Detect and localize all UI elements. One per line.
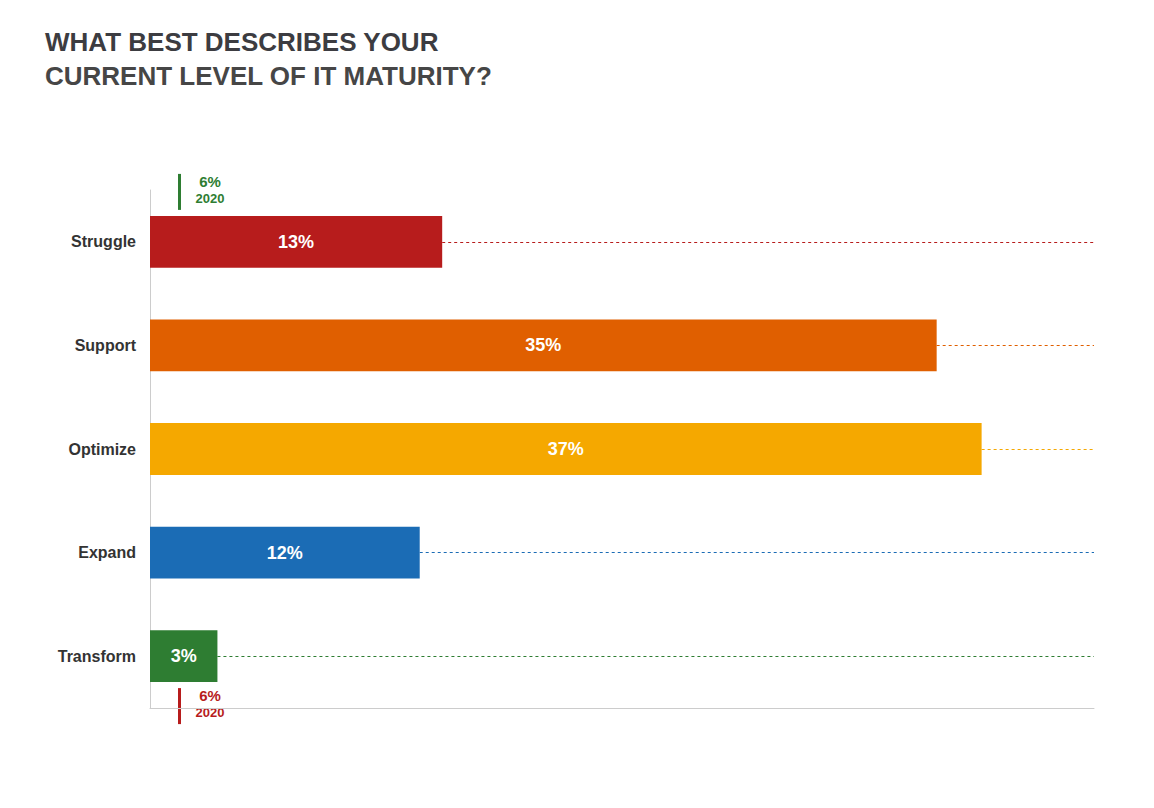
svg-text:13%: 13% (278, 232, 314, 252)
svg-text:CURRENT LEVEL OF IT MATURITY?: CURRENT LEVEL OF IT MATURITY? (45, 61, 492, 91)
svg-text:3%: 3% (171, 646, 197, 666)
svg-text:Support: Support (75, 337, 137, 354)
svg-text:Struggle: Struggle (71, 233, 136, 250)
svg-text:2020: 2020 (196, 705, 225, 720)
svg-text:37%: 37% (548, 439, 584, 459)
svg-text:WHAT BEST DESCRIBES YOUR: WHAT BEST DESCRIBES YOUR (45, 27, 439, 57)
svg-text:6%: 6% (199, 173, 221, 190)
svg-text:6%: 6% (199, 687, 221, 704)
svg-text:Optimize: Optimize (68, 441, 136, 458)
svg-text:2020: 2020 (196, 191, 225, 206)
svg-text:35%: 35% (525, 335, 561, 355)
svg-text:Expand: Expand (78, 544, 136, 561)
svg-text:Transform: Transform (58, 648, 136, 665)
svg-text:12%: 12% (267, 543, 303, 563)
